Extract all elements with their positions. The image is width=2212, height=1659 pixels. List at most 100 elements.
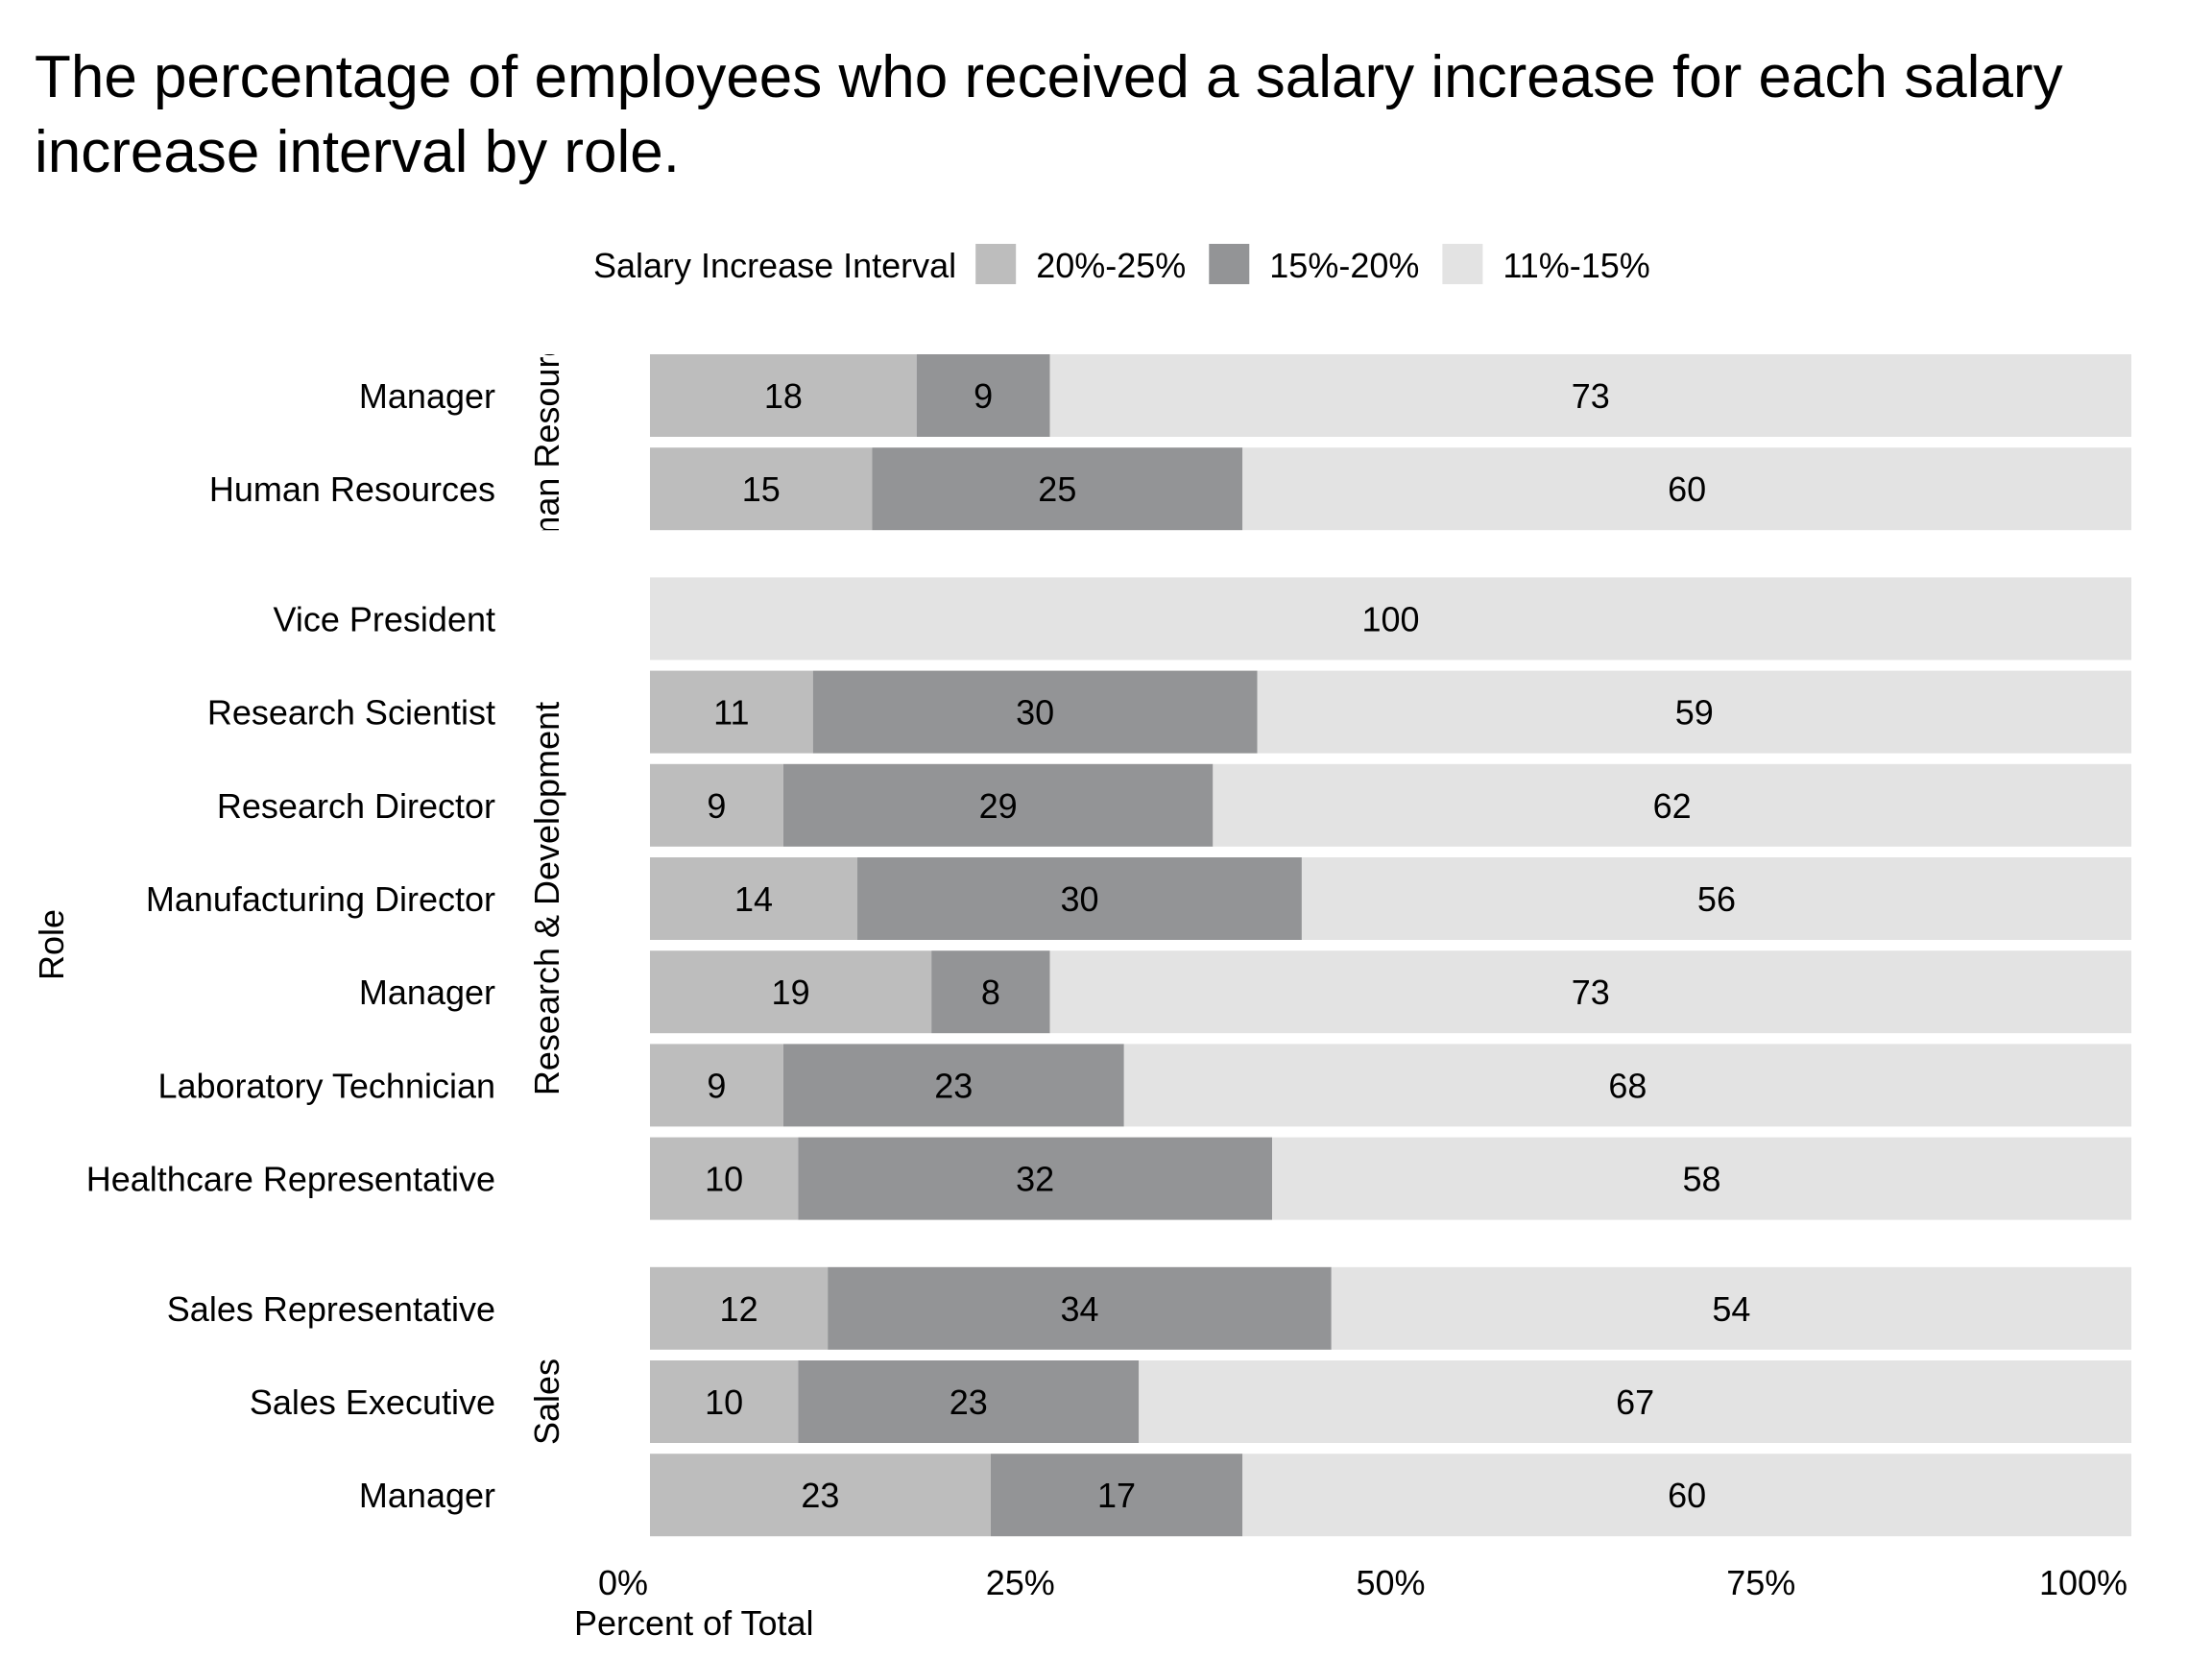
x-tick-label-2: 50%	[1356, 1563, 1425, 1602]
data-label-research-development-vice-president-2: 100	[1361, 599, 1419, 638]
group-label-wrap-1: Research & Development	[527, 702, 566, 1095]
bar-segment-human-resources-manager-0	[650, 354, 917, 437]
bar-segment-research-development-healthcare-representative-2	[1272, 1137, 2131, 1220]
bar-segment-research-development-laboratory-technician-2	[1123, 1044, 2131, 1127]
bar-segment-research-development-research-scientist-2	[1257, 670, 2131, 754]
role-label-research-development-healthcare-representative: Healthcare Representative	[86, 1160, 495, 1199]
data-label-research-development-research-scientist-2: 59	[1675, 693, 1714, 733]
bar-segment-research-development-manufacturing-director-0	[650, 857, 858, 940]
legend: Salary Increase Interval 20%-25% 15%-20% 1…	[593, 244, 1650, 285]
bar-segment-human-resources-human-resources-2	[1242, 447, 2131, 531]
bar-segment-research-development-laboratory-technician-0	[650, 1044, 783, 1127]
data-label-research-development-manager-2: 73	[1572, 973, 1610, 1012]
x-tick-label-3: 75%	[1726, 1563, 1795, 1602]
bar-segment-research-development-laboratory-technician-1	[782, 1044, 1124, 1127]
x-axis: 0% 25% 50% 75% 100%	[598, 1563, 2128, 1602]
data-label-research-development-laboratory-technician-0: 9	[707, 1066, 726, 1105]
data-label-human-resources-manager-1: 9	[974, 376, 993, 416]
bar-segment-sales-manager-1	[990, 1454, 1243, 1537]
bar-segment-research-development-research-scientist-1	[812, 670, 1258, 754]
data-label-research-development-research-director-0: 9	[707, 786, 726, 826]
data-label-human-resources-human-resources-0: 15	[742, 469, 781, 509]
role-label-sales-sales-executive: Sales Executive	[250, 1382, 495, 1422]
bar-segment-research-development-healthcare-representative-0	[650, 1137, 799, 1220]
role-label-research-development-research-scientist: Research Scientist	[207, 693, 495, 733]
x-tick-label-1: 25%	[986, 1563, 1055, 1602]
data-label-research-development-research-scientist-0: 11	[713, 693, 749, 733]
bar-segment-research-development-manufacturing-director-2	[1301, 857, 2131, 940]
role-label-research-development-vice-president: Vice President	[274, 599, 495, 638]
data-label-sales-manager-2: 60	[1668, 1476, 1706, 1515]
bar-segment-sales-sales-representative-2	[1331, 1266, 2131, 1350]
bar-segment-research-development-healthcare-representative-1	[798, 1137, 1273, 1220]
role-label-research-development-research-director: Research Director	[217, 786, 495, 826]
bar-segment-sales-sales-executive-0	[650, 1360, 799, 1443]
plot-area: Manager 18 9 73 Human Resources 15 25 60 man Res…	[86, 340, 2131, 1537]
data-label-sales-sales-representative-0: 12	[720, 1289, 758, 1329]
data-label-human-resources-human-resources-1: 25	[1038, 469, 1076, 509]
data-label-sales-sales-representative-2: 54	[1712, 1289, 1750, 1329]
role-label-sales-sales-representative: Sales Representative	[167, 1289, 495, 1329]
bar-segment-human-resources-human-resources-0	[650, 447, 873, 531]
data-label-research-development-manager-1: 8	[981, 973, 1000, 1012]
data-label-research-development-laboratory-technician-2: 68	[1608, 1066, 1647, 1105]
legend-label-15-20-: 15%-20%	[1269, 246, 1419, 285]
chart-title: The percentage of employees who received…	[35, 44, 2063, 185]
data-label-sales-manager-1: 17	[1097, 1476, 1136, 1515]
bar-segment-sales-sales-executive-1	[798, 1360, 1140, 1443]
bar-segment-research-development-vice-president-2	[650, 577, 2131, 661]
data-label-research-development-healthcare-representative-2: 58	[1683, 1160, 1721, 1199]
data-label-research-development-manufacturing-director-2: 56	[1697, 879, 1736, 919]
group-label-2: Sales	[527, 1358, 566, 1445]
data-label-research-development-healthcare-representative-1: 32	[1016, 1160, 1054, 1199]
bar-segment-sales-sales-representative-1	[828, 1266, 1332, 1350]
legend-key-20-25-	[975, 244, 1017, 284]
x-tick-label-0: 0%	[598, 1563, 648, 1602]
bar-segment-research-development-manager-2	[1049, 950, 2131, 1034]
bar-segment-human-resources-human-resources-1	[872, 447, 1243, 531]
data-label-sales-sales-executive-0: 10	[705, 1382, 743, 1422]
bar-segment-research-development-manager-1	[931, 950, 1050, 1034]
bar-segment-research-development-manufacturing-director-1	[857, 857, 1302, 940]
legend-title: Salary Increase Interval	[593, 246, 956, 285]
bar-segment-research-development-research-director-0	[650, 763, 783, 847]
bar-segment-research-development-research-scientist-0	[650, 670, 813, 754]
x-axis-label: Percent of Total	[574, 1603, 814, 1643]
x-tick-label-4: 100%	[2039, 1563, 2128, 1602]
data-label-sales-manager-0: 23	[801, 1476, 839, 1515]
group-label-1: Research & Development	[527, 702, 566, 1095]
legend-label-20-25-: 20%-25%	[1036, 246, 1186, 285]
bar-segment-research-development-research-director-1	[782, 763, 1214, 847]
role-label-human-resources-manager: Manager	[359, 376, 495, 416]
group-label-0: man Resourc	[527, 340, 566, 545]
data-label-human-resources-manager-2: 73	[1572, 376, 1610, 416]
role-label-research-development-manager: Manager	[359, 973, 495, 1012]
data-label-human-resources-manager-0: 18	[764, 376, 803, 416]
bar-segment-research-development-manager-0	[650, 950, 932, 1034]
legend-key-11-15-	[1442, 244, 1483, 284]
bar-segment-sales-manager-2	[1242, 1454, 2131, 1537]
data-label-research-development-manager-0: 19	[772, 973, 810, 1012]
bar-segment-sales-sales-representative-0	[650, 1266, 829, 1350]
legend-key-15-20-	[1209, 244, 1250, 284]
data-label-research-development-research-director-1: 29	[979, 786, 1018, 826]
bar-segment-sales-sales-executive-2	[1139, 1360, 2131, 1443]
data-label-sales-sales-representative-1: 34	[1060, 1289, 1098, 1329]
bar-segment-human-resources-manager-2	[1049, 354, 2131, 437]
data-label-research-development-manufacturing-director-0: 14	[734, 879, 773, 919]
legend-label-11-15-: 11%-15%	[1503, 246, 1649, 285]
data-label-research-development-laboratory-technician-1: 23	[934, 1066, 973, 1105]
data-label-sales-sales-executive-2: 67	[1616, 1382, 1654, 1422]
role-label-research-development-laboratory-technician: Laboratory Technician	[157, 1066, 495, 1105]
data-label-research-development-healthcare-representative-0: 10	[705, 1160, 743, 1199]
role-label-research-development-manufacturing-director: Manufacturing Director	[146, 879, 495, 919]
group-label-wrap-2: Sales	[527, 1358, 566, 1445]
data-label-research-development-research-scientist-1: 30	[1016, 693, 1054, 733]
y-axis-label: Role	[32, 909, 71, 980]
data-label-research-development-research-director-2: 62	[1653, 786, 1692, 826]
role-label-human-resources-human-resources: Human Resources	[209, 469, 495, 509]
bar-segment-sales-manager-0	[650, 1454, 991, 1537]
role-label-sales-manager: Manager	[359, 1476, 495, 1515]
data-label-sales-sales-executive-1: 23	[950, 1382, 988, 1422]
